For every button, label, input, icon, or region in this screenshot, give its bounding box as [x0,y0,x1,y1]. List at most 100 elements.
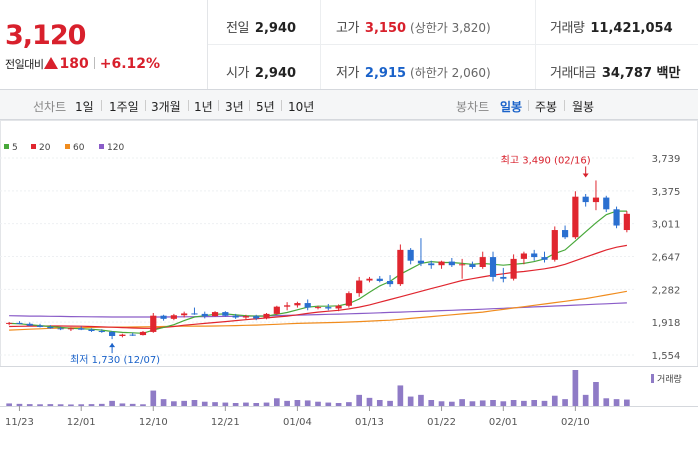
volume-bar [284,400,290,406]
volume-bar [16,403,23,406]
legend-label: 60 [73,143,85,153]
candle-body [510,258,517,279]
volume-bar [47,404,54,406]
prev-close-value: 2,940 [254,21,297,36]
volume-bar [551,395,558,406]
tab-range-1w[interactable]: 1주일 [109,100,139,114]
candle-body [263,313,270,319]
price-tick-label: 1,554 [652,351,681,362]
legend-label: 5 [12,143,18,153]
date-tick-label: 12/21 [211,417,240,428]
candle-body [551,230,558,260]
price-tick-label: 2,282 [652,285,681,296]
candle-body [417,260,425,264]
volume-bar [521,400,527,406]
tab-divider [564,100,565,111]
candle-body [366,278,373,281]
tab-range-3y[interactable]: 3년 [225,100,244,114]
trade-amount: 거래대금 34,787 백만 [550,62,680,81]
candle-body [47,326,54,329]
volume-bar [212,402,218,406]
change-amount: 180 [59,56,89,72]
ma120-line [9,302,627,318]
candle-body [242,316,250,318]
line-chart-label: 선차트 [33,100,67,114]
candle-body [428,263,435,266]
candle-body [26,323,33,326]
volume-bar [356,394,363,406]
candlestick-chart: 5 20 60 120 3,739 3,375 3,011 2,647 2,282 1,918 1… [0,120,698,428]
candle-body [314,307,322,309]
column-divider [320,0,321,89]
tab-range-10y[interactable]: 10년 [288,100,315,114]
tab-period-daily[interactable]: 일봉 [500,100,523,114]
low-annotation: 최저 1,730 (12/07) [70,354,160,366]
high-label: 고가 [336,21,359,36]
candle-body [222,312,229,316]
volume-bar [325,402,332,406]
volume-bar [294,400,301,406]
candle-body [232,315,239,318]
chart-grid [0,120,698,407]
volume-bar [541,400,548,406]
tab-period-monthly[interactable]: 월봉 [572,100,595,114]
volume-bar [469,401,476,406]
low-arrow-head [109,343,116,348]
volume-panel: 거래량 [6,370,682,406]
candle-body [345,293,352,306]
volume-bar [304,400,311,406]
candle-body [88,329,95,332]
volume-bar [562,399,568,406]
date-tick-label: 12/10 [139,417,168,428]
candle-body [6,322,13,324]
volume-bar [222,402,229,406]
tab-range-1d[interactable]: 1일 [75,100,94,114]
volume-bar [150,390,157,406]
volume-bar [572,370,579,406]
amount-value: 34,787 백만 [601,66,681,81]
candle-body [170,315,177,319]
volume-legend-swatch [651,374,654,383]
candle-body [561,230,569,238]
volume-bar [140,404,146,406]
tab-range-1y[interactable]: 1년 [194,100,213,114]
volume-bar [243,402,249,406]
candle-body [531,253,538,258]
candle-body [78,328,85,330]
current-price-box: 3,120 전일대비 180 +6.12% [0,0,208,89]
candle-body [325,307,332,309]
low-value: 2,915 [364,66,407,81]
volume: 거래량 11,421,054 [550,17,673,36]
tab-range-3m[interactable]: 3개월 [151,100,181,114]
candle-body [253,316,260,319]
tab-period-weekly[interactable]: 주봉 [535,100,558,114]
tab-range-5y[interactable]: 5년 [256,100,275,114]
candle-body [181,313,188,316]
legend-swatch [65,144,70,149]
candle-body [520,253,527,259]
day-high: 고가 3,150 (상한가 3,820) [336,17,491,36]
divider [93,57,95,69]
volume-bar [582,394,589,406]
volume-bar [191,400,198,406]
candle-body [129,334,136,336]
volume-bar [438,401,445,406]
tab-divider [528,100,529,111]
volume-bar [500,401,507,406]
candle-body [356,280,363,294]
candles [6,180,630,340]
volume-bar [6,403,12,406]
candle-body [438,261,445,266]
ma20-line [9,244,628,329]
candle-body [459,264,466,266]
volume-bar [366,397,373,406]
volume-bar [37,404,43,406]
candle-body [284,305,291,307]
amount-label: 거래대금 [550,66,596,81]
candle-body [139,331,147,336]
volume-value: 11,421,054 [590,21,673,36]
candle-body [489,257,497,277]
lower-limit: (하한가 2,060) [410,66,491,80]
candle-body [67,328,75,330]
